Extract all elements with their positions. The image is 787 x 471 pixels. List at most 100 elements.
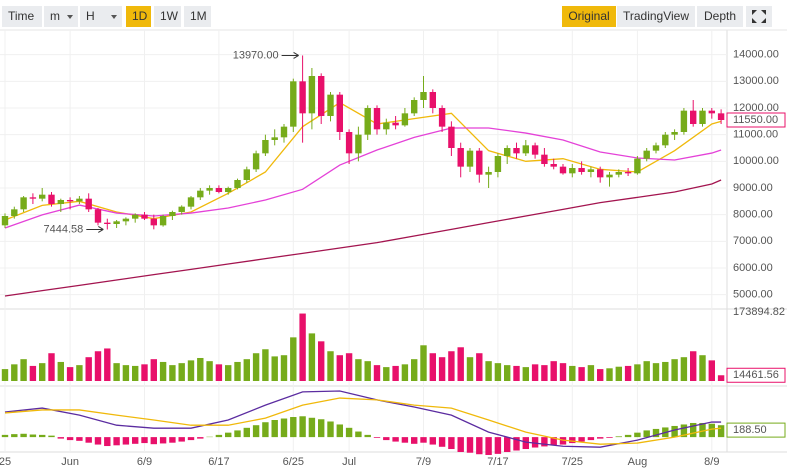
macd-bar bbox=[262, 422, 269, 438]
volume-bar bbox=[466, 357, 474, 381]
dropdown-arrow[interactable] bbox=[67, 15, 73, 19]
x-tick-label: 25 bbox=[0, 456, 11, 468]
volume-bar bbox=[169, 365, 176, 381]
toolbar-label[interactable]: TradingView bbox=[623, 9, 689, 23]
toolbar-label[interactable]: m bbox=[50, 9, 60, 23]
candle-body bbox=[476, 150, 483, 175]
volume-bar bbox=[94, 351, 102, 381]
macd-bar bbox=[327, 421, 334, 438]
volume-bar bbox=[318, 341, 325, 381]
volume-bar bbox=[392, 365, 399, 381]
candle-body bbox=[94, 209, 102, 223]
candle-body bbox=[225, 188, 232, 192]
toolbar-button[interactable] bbox=[126, 6, 151, 27]
toolbar-label[interactable]: 1D bbox=[132, 9, 148, 23]
y-tick-label: 5000.00 bbox=[733, 289, 773, 301]
volume-bar bbox=[225, 365, 232, 381]
toolbar-button[interactable] bbox=[44, 6, 78, 27]
annotation-arrowhead bbox=[293, 52, 299, 59]
volume-bar bbox=[383, 367, 390, 381]
candle-body bbox=[141, 214, 148, 219]
volume-bar bbox=[597, 369, 604, 381]
candle-body bbox=[485, 172, 492, 175]
volume-bar bbox=[429, 353, 436, 381]
volume-bar bbox=[438, 357, 446, 381]
y-tick-label: 9000.00 bbox=[733, 182, 773, 194]
toolbar-label[interactable]: 1W bbox=[160, 9, 179, 23]
macd-bar bbox=[652, 428, 660, 438]
dropdown-arrow[interactable] bbox=[111, 15, 117, 19]
toolbar-button[interactable] bbox=[154, 6, 181, 27]
macd-bar bbox=[141, 437, 148, 444]
x-tick-label: 8/9 bbox=[704, 456, 719, 468]
volume-bar bbox=[243, 359, 250, 381]
candle-body bbox=[104, 222, 111, 224]
volume-bar bbox=[280, 355, 288, 381]
volume-bar bbox=[569, 365, 576, 381]
volume-bar bbox=[290, 337, 297, 381]
toolbar-label[interactable]: H bbox=[86, 9, 95, 23]
toolbar-label[interactable]: 1M bbox=[190, 9, 207, 23]
candle-body bbox=[671, 132, 678, 135]
toolbar-button[interactable] bbox=[617, 6, 695, 27]
macd-bar bbox=[94, 437, 102, 445]
macd-bar bbox=[494, 437, 502, 454]
macd-bar bbox=[541, 437, 548, 447]
x-tick-label: 7/17 bbox=[487, 456, 508, 468]
volume-bar bbox=[76, 365, 83, 381]
y-tick-label: 8000.00 bbox=[733, 209, 773, 221]
toolbar-button[interactable] bbox=[562, 6, 616, 27]
volume-bar bbox=[652, 363, 660, 381]
toolbar-button[interactable] bbox=[80, 6, 122, 27]
candle-body bbox=[20, 197, 27, 210]
macd-bar bbox=[20, 433, 27, 438]
candle-body bbox=[85, 198, 92, 210]
volume-bar bbox=[206, 361, 213, 381]
candle-body bbox=[355, 134, 362, 154]
toolbar-button[interactable] bbox=[2, 6, 42, 27]
macd-bar bbox=[578, 437, 585, 442]
toolbar-button[interactable] bbox=[184, 6, 211, 27]
macd-bar bbox=[66, 437, 74, 441]
moving-average bbox=[4, 179, 722, 297]
candle-body bbox=[466, 150, 474, 167]
x-tick-label: Aug bbox=[628, 456, 648, 468]
volume-tick-label: 173894.82 bbox=[733, 306, 785, 318]
candle-body bbox=[318, 76, 325, 116]
candle-body bbox=[57, 200, 64, 204]
annotation-label: 13970.00 bbox=[233, 49, 279, 61]
toolbar-label[interactable]: Depth bbox=[704, 9, 736, 23]
fullscreen-icon[interactable] bbox=[752, 10, 766, 23]
candle-body bbox=[345, 132, 353, 154]
candle-body bbox=[150, 218, 157, 226]
volume-bar bbox=[327, 351, 334, 381]
candle-body bbox=[717, 113, 725, 120]
toolbar-label[interactable]: Time bbox=[8, 9, 35, 23]
macd-bar bbox=[513, 437, 520, 451]
candle-body bbox=[234, 180, 241, 188]
macd-bar bbox=[299, 416, 306, 438]
candle-body bbox=[48, 194, 55, 204]
x-tick-label: 7/9 bbox=[416, 456, 431, 468]
macd-bar bbox=[597, 437, 604, 439]
macd-bar bbox=[411, 437, 418, 444]
toolbar-button[interactable] bbox=[697, 6, 743, 27]
macd-bar bbox=[466, 437, 474, 453]
volume-bar bbox=[494, 363, 502, 381]
macd-bar bbox=[457, 437, 464, 452]
x-tick-label: 6/17 bbox=[208, 456, 229, 468]
volume-bar bbox=[113, 363, 120, 381]
candle-body bbox=[522, 145, 529, 154]
fullscreen-button[interactable] bbox=[746, 6, 772, 27]
volume-bar bbox=[57, 361, 64, 381]
candle-body bbox=[587, 169, 595, 172]
candle-body bbox=[680, 110, 688, 132]
candle-body bbox=[513, 148, 520, 154]
macd-bar bbox=[550, 437, 557, 446]
volume-bar bbox=[634, 364, 641, 381]
volume-bar bbox=[48, 353, 55, 381]
macd-bar bbox=[197, 437, 204, 439]
toolbar-label[interactable]: Original bbox=[568, 9, 609, 23]
macd-bar bbox=[606, 437, 613, 438]
volume-bar bbox=[615, 366, 622, 381]
